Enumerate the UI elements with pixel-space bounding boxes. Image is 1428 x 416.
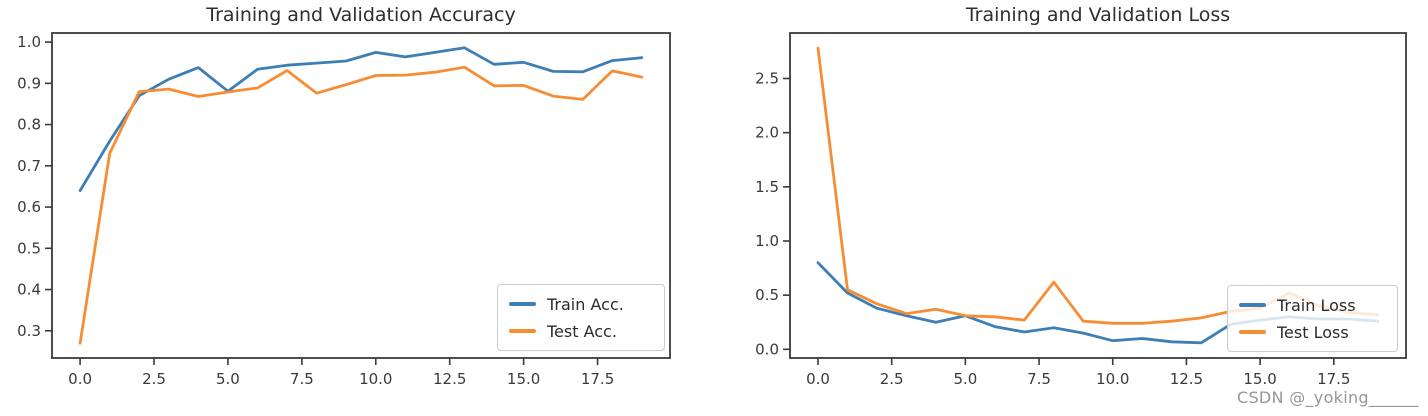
test-loss-line-swatch [1239,330,1266,334]
loss-chart-title: Training and Validation Loss [965,4,1231,26]
test-loss-line [816,46,1380,325]
loss-legend: Train Loss Test Loss [1227,285,1398,352]
csdn-watermark: CSDN @_yoking______ [1237,388,1419,407]
y-tick-label: 0.4 [17,281,41,299]
test-loss-legend-label: Test Loss [1277,322,1349,342]
y-tick-label: 2.0 [755,124,779,142]
train-acc-legend-label: Train Acc. [547,294,624,314]
x-tick-label: 0.0 [68,370,92,388]
legend-entry-train-loss: Train Loss [1239,293,1384,317]
test-acc-line-swatch [509,329,536,333]
y-tick-label: 1.0 [755,232,779,250]
x-tick-label: 10.0 [1096,370,1129,388]
train-loss-line-swatch [1239,303,1266,307]
train-acc-line-swatch [509,302,536,306]
x-tick-label: 10.0 [359,370,392,388]
test-acc-line [78,65,644,345]
y-tick-label: 1.5 [755,178,779,196]
x-tick-label: 17.5 [581,370,614,388]
y-tick-label: 0.5 [755,286,779,304]
train-loss-legend-label: Train Loss [1277,295,1356,315]
x-tick-label: 12.5 [1170,370,1203,388]
y-tick-label: 0.6 [17,198,41,216]
plot-spines [51,32,671,359]
y-tick-label: 0.9 [17,74,41,92]
x-tick-label: 17.5 [1317,370,1350,388]
y-tick-label: 0.5 [17,239,41,257]
plot-spines [789,32,1407,359]
x-tick-label: 2.5 [142,370,166,388]
accuracy-chart-title: Training and Validation Accuracy [206,4,516,26]
x-tick-label: 5.0 [953,370,977,388]
x-tick-label: 7.5 [1027,370,1051,388]
x-tick-label: 15.0 [507,370,540,388]
y-tick-label: 0.0 [755,340,779,358]
legend-entry-test-acc: Test Acc. [509,319,651,343]
y-tick-label: 0.3 [17,322,41,340]
x-tick-label: 5.0 [216,370,240,388]
legend-entry-train-acc: Train Acc. [509,292,651,316]
test-acc-legend-label: Test Acc. [547,321,617,341]
accuracy-legend: Train Acc. Test Acc. [497,284,665,351]
y-tick-label: 2.5 [755,70,779,88]
y-tick-label: 1.0 [17,33,41,51]
x-tick-label: 15.0 [1243,370,1276,388]
y-tick-label: 0.7 [17,157,41,175]
x-tick-label: 12.5 [433,370,466,388]
x-tick-label: 7.5 [290,370,314,388]
legend-entry-test-loss: Test Loss [1239,320,1384,344]
x-tick-label: 0.0 [806,370,830,388]
train-acc-line [78,46,644,193]
x-tick-label: 2.5 [880,370,904,388]
y-tick-label: 0.8 [17,116,41,134]
